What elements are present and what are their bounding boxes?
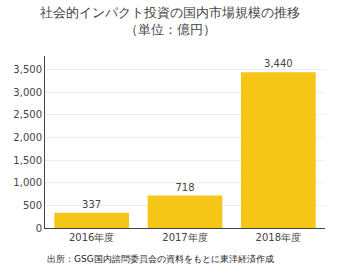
svg-text:3,000: 3,000 xyxy=(13,87,42,98)
svg-text:2016年度: 2016年度 xyxy=(69,232,114,243)
svg-text:3,500: 3,500 xyxy=(13,64,42,75)
svg-text:1,500: 1,500 xyxy=(13,155,42,166)
svg-text:社会的インパクト投資の国内市場規模の推移（単位：億円）: 社会的インパクト投資の国内市場規模の推移（単位：億円） xyxy=(40,5,300,37)
svg-text:718: 718 xyxy=(175,182,194,193)
svg-text:3,440: 3,440 xyxy=(264,58,293,69)
svg-text:0: 0 xyxy=(36,223,42,234)
svg-text:337: 337 xyxy=(82,199,101,210)
svg-text:2017年度: 2017年度 xyxy=(162,232,207,243)
svg-text:2,500: 2,500 xyxy=(13,109,42,120)
svg-text:1,000: 1,000 xyxy=(13,177,42,188)
svg-text:2,000: 2,000 xyxy=(13,132,42,143)
svg-text:出所：GSG国内諮問委員会の資料をもとに東洋経済作成: 出所：GSG国内諮問委員会の資料をもとに東洋経済作成 xyxy=(47,254,274,264)
svg-text:2018年度: 2018年度 xyxy=(256,232,301,243)
svg-text:500: 500 xyxy=(23,200,42,211)
